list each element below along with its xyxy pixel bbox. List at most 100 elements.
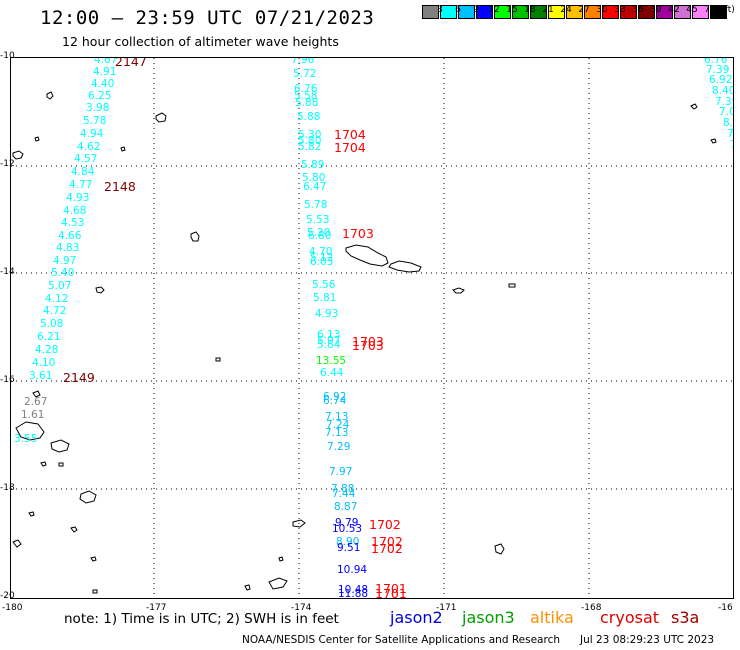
wave-height-value: 5.56 <box>312 279 336 291</box>
wave-height-value: 4.10 <box>32 357 56 369</box>
longitude-tick: -177 <box>146 603 167 613</box>
island-east-2 <box>508 283 516 288</box>
island-small-2 <box>215 357 221 362</box>
island-small-10 <box>278 556 284 562</box>
wave-height-value: 7. <box>727 128 734 140</box>
satellite-name: cryosat <box>600 608 660 627</box>
legend-label: 30 <box>596 5 608 15</box>
credit-line: NOAA/NESDIS Center for Satellite Applica… <box>242 634 560 646</box>
wave-height-value: 4.72 <box>43 305 67 317</box>
wave-height-value: 4.28 <box>35 344 59 356</box>
wave-height-value: 7.29 <box>327 441 351 453</box>
legend-label: 24 <box>560 5 572 15</box>
wave-height-value: 5.78 <box>304 199 328 211</box>
pass-id-label: 1703 <box>352 334 384 349</box>
island-far-east-2 <box>710 138 717 144</box>
wave-height-value: 6.25 <box>88 90 112 102</box>
wave-height-value: 8.87 <box>334 501 358 513</box>
wave-height-value: 7.24 <box>326 419 350 431</box>
wave-height-value: 4.68 <box>63 205 87 217</box>
island-small-12 <box>34 136 40 142</box>
pass-id-label: 1704 <box>334 140 366 155</box>
wave-height-value: 7.39 <box>706 64 730 76</box>
island-small-6 <box>70 526 78 533</box>
wave-height-value: 8.40 <box>712 85 734 97</box>
longitude-tick: -180 <box>2 603 23 613</box>
legend-label: 33 <box>614 5 626 15</box>
wave-height-value: 5.53 <box>306 214 330 226</box>
wave-height-value: 2.67 <box>24 396 48 408</box>
wave-height-value: 6.47 <box>303 181 327 193</box>
legend-swatch <box>440 5 457 19</box>
wave-height-value: 5.80 <box>302 172 326 184</box>
wave-height-value: 5.12 <box>310 252 334 264</box>
wave-height-value: 11.88 <box>338 588 369 599</box>
legend-label: 42 <box>668 5 680 15</box>
satellite-name: jason2 <box>390 608 443 627</box>
wave-height-value: 4.67 <box>94 57 118 66</box>
legend-label: 18 <box>524 5 536 15</box>
wave-height-value: 9.51 <box>337 542 361 554</box>
island-small-4 <box>40 461 47 467</box>
wave-height-value: 6.80 <box>308 230 332 242</box>
island-tutuila <box>388 260 422 273</box>
wave-height-value: 6.13 <box>317 329 341 341</box>
island-west-1 <box>12 150 24 160</box>
latitude-tick: -10 <box>0 51 15 61</box>
island-far-east <box>690 103 698 110</box>
wave-height-value: 7.00 <box>719 106 733 118</box>
wave-height-value: 8.1 <box>723 117 734 129</box>
island-fiji-4 <box>12 539 22 548</box>
wave-height-value: 7 <box>733 150 734 162</box>
wave-height-value: 5.82 <box>298 141 322 153</box>
wave-height-value: 4.83 <box>56 242 80 254</box>
wave-height-value: 10.48 <box>338 584 369 596</box>
island-fiji-1 <box>15 421 45 441</box>
legend-label: 9 <box>473 5 479 15</box>
wave-height-value: 5.78 <box>83 115 107 127</box>
wave-height-value: 5.08 <box>40 318 64 330</box>
wave-height-map: 4.67 4.91 4.40 6.25 3.98 5.78 4.94 4.62 4.57 4.84… <box>10 57 734 599</box>
pass-id-label: 1703 <box>352 338 384 353</box>
legend-label: 12 <box>488 5 500 15</box>
island-small-11 <box>92 589 98 594</box>
wave-height-value: 10.53 <box>332 523 363 535</box>
satellite-name: altika <box>530 608 574 627</box>
wave-height-value: 3.61 <box>29 370 53 382</box>
pass-id-label: 2149 <box>63 370 95 385</box>
wave-height-value: 7. <box>730 139 733 151</box>
wave-height-value: 6.92 <box>323 391 347 403</box>
wave-height-value: 5.30 <box>298 129 322 141</box>
wave-height-value: 1.61 <box>21 409 45 421</box>
wave-height-value: 4.70 <box>309 246 333 258</box>
latitude-tick: -14 <box>0 267 15 277</box>
legend-swatch <box>638 5 655 19</box>
wave-height-value: 5.81 <box>313 292 337 304</box>
longitude-tick: -16 <box>718 603 733 613</box>
island-small-7 <box>28 511 35 517</box>
latitude-tick: -12 <box>0 159 15 169</box>
legend-swatch <box>422 5 439 19</box>
legend-label: 6 <box>455 5 461 15</box>
pass-id-label: 1704 <box>334 127 366 142</box>
pass-id-label: 1701 <box>375 586 407 599</box>
wave-height-value: 6.21 <box>37 331 61 343</box>
legend-label: 3 <box>437 5 443 15</box>
wave-height-value: 9.79 <box>335 517 359 529</box>
coastlines <box>12 91 717 594</box>
wave-height-value: 13.55 <box>316 355 347 367</box>
legend-label: 39 <box>650 5 662 15</box>
wave-height-value: 3.98 <box>86 102 110 114</box>
latitude-tick: -18 <box>0 483 15 493</box>
island-small-9 <box>244 584 251 591</box>
island-north-1 <box>155 112 167 123</box>
wave-height-value: 4.12 <box>45 293 69 305</box>
legend-swatch <box>530 5 547 19</box>
island-fiji-2 <box>50 439 70 453</box>
satellite-name: s3a <box>671 608 700 627</box>
legend-swatch <box>602 5 619 19</box>
legend-label: 70 <box>704 5 716 15</box>
wave-height-value: 7.44 <box>332 488 356 500</box>
wave-height-value: 5.84 <box>317 339 341 351</box>
footer-note: note: 1) Time is in UTC; 2) SWH is in fe… <box>64 611 339 627</box>
